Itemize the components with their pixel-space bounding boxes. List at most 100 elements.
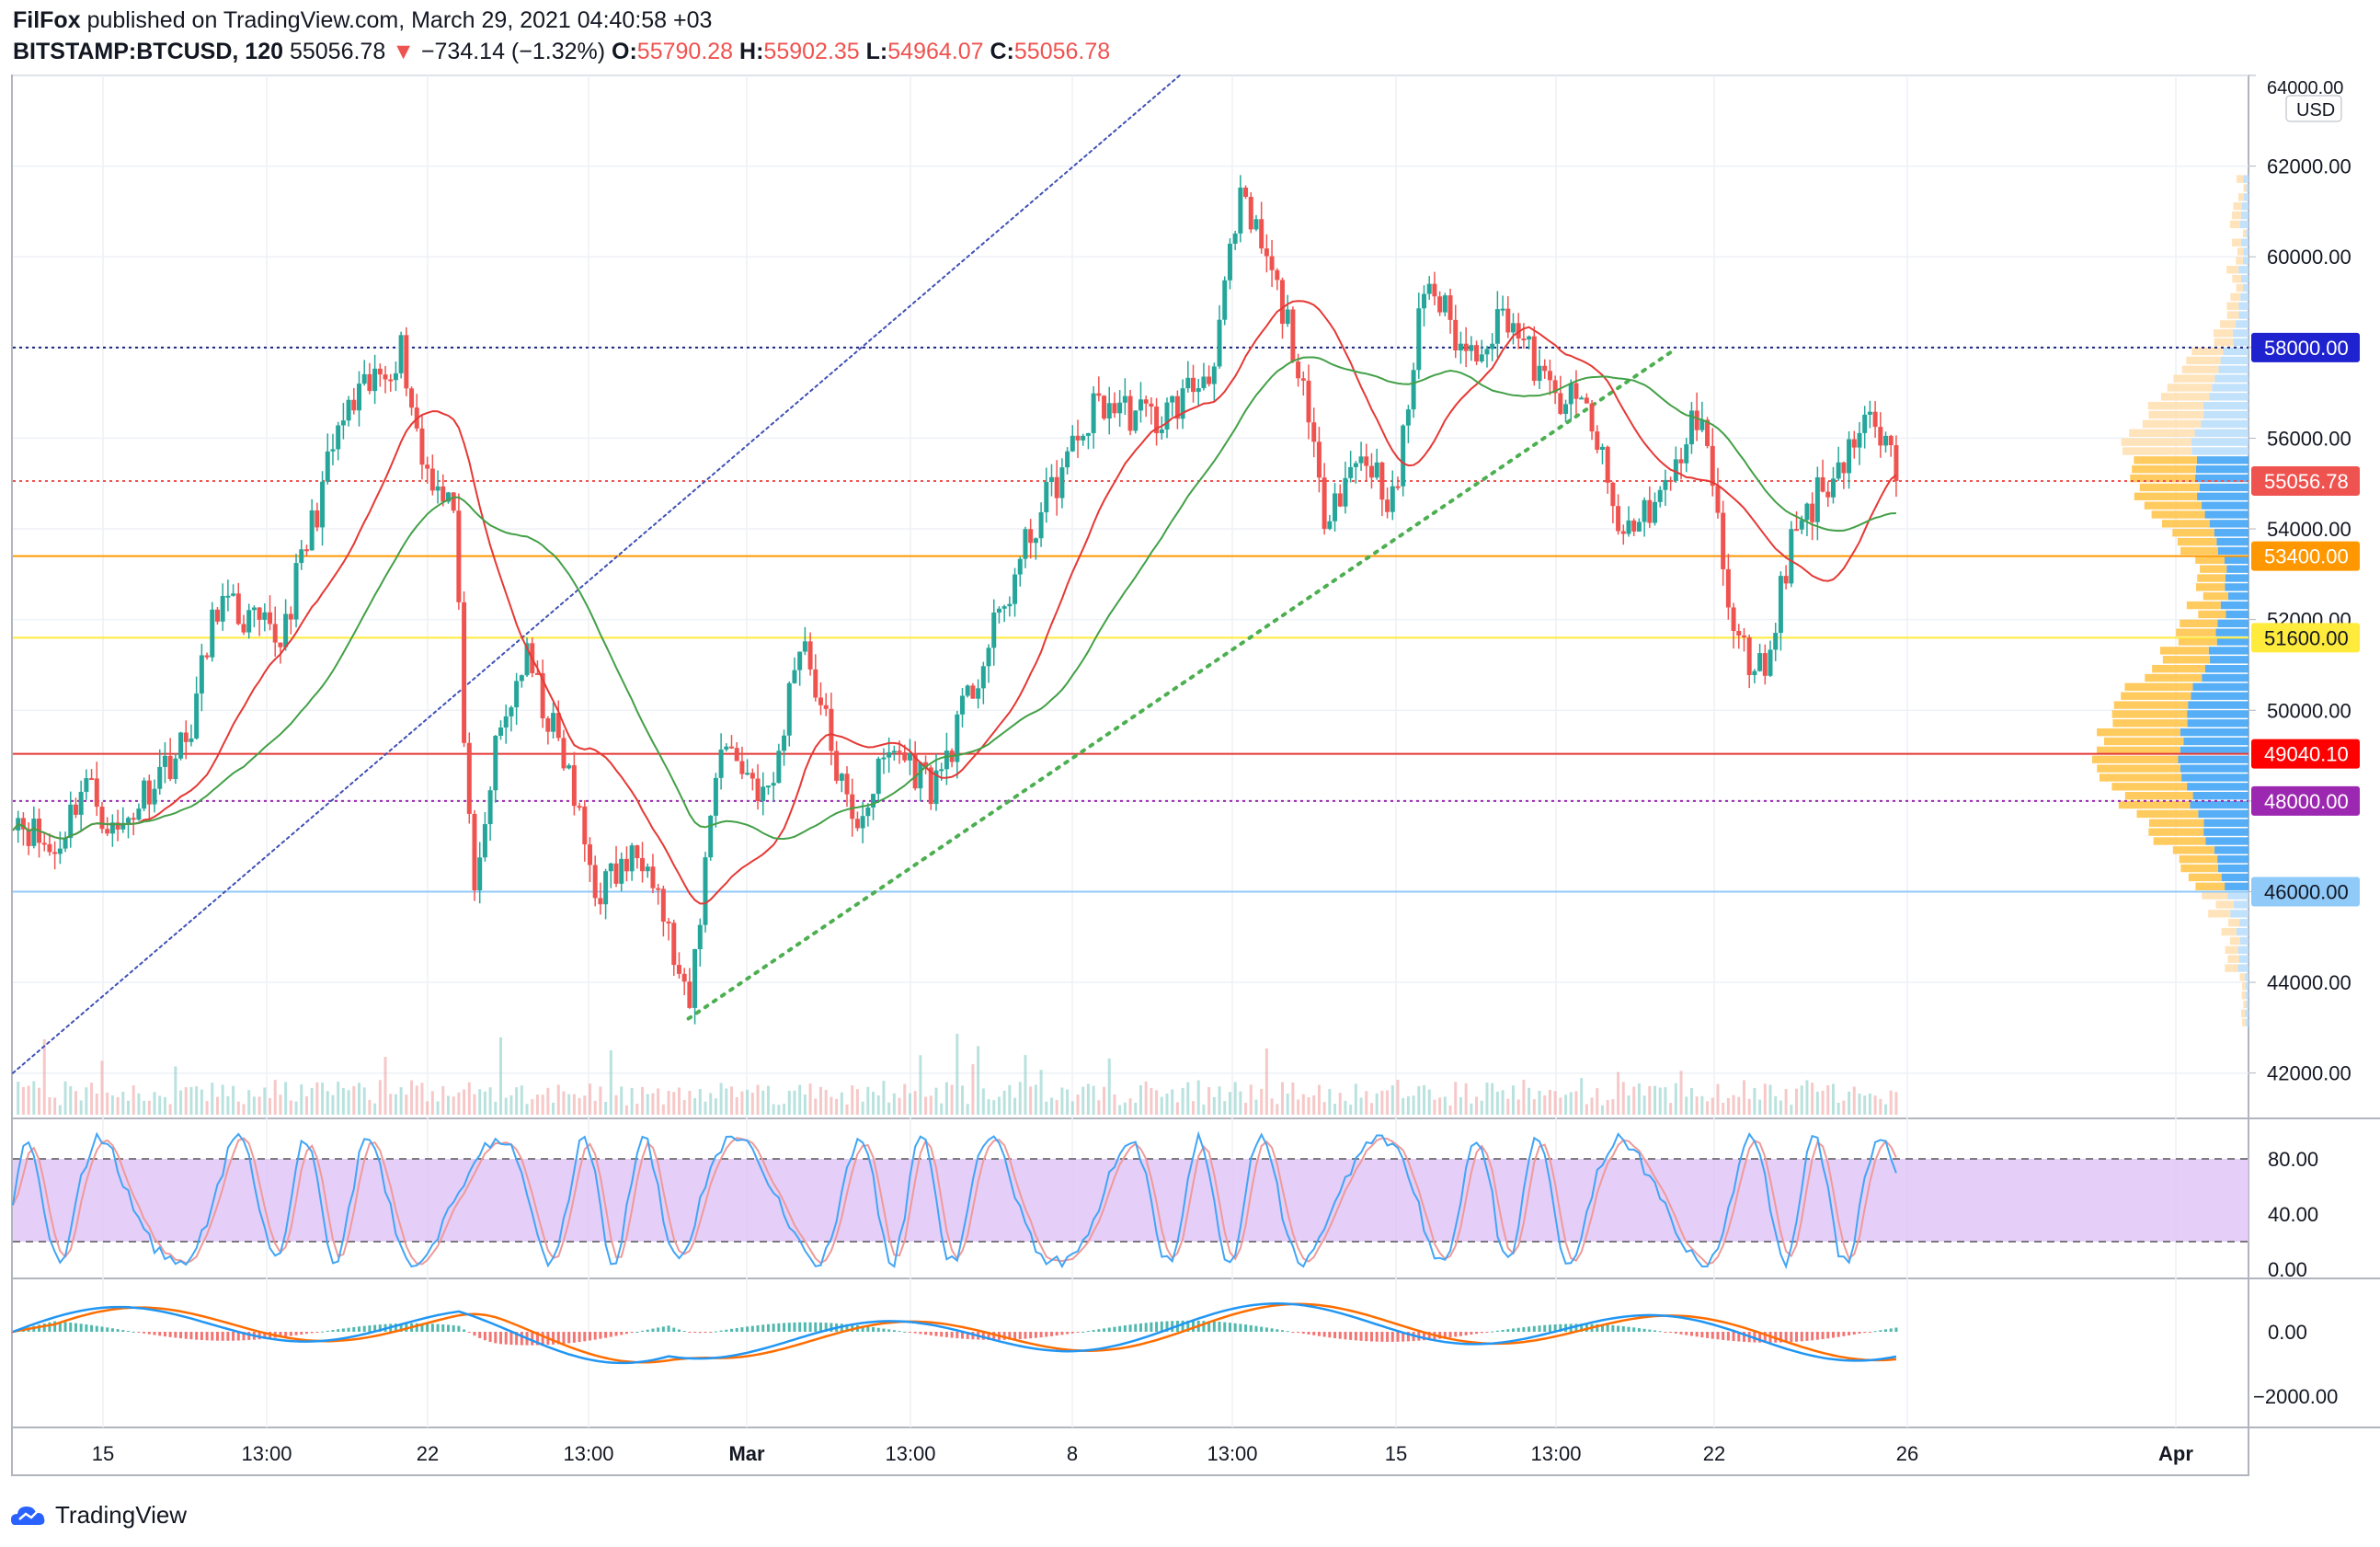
volume-profile-down-bar (2139, 483, 2200, 492)
candle-body (445, 492, 451, 502)
volume-profile-down-bar (2148, 819, 2204, 827)
price-change: −734.14 (−1.32%) (420, 39, 606, 64)
candle-body (1243, 187, 1249, 198)
time-axis[interactable]: 15 13:00 22 13:00 Mar 13:00 8 13:00 15 13:00 22 26 A… (92, 1442, 2194, 1465)
volume-profile-down-bar (2220, 320, 2237, 328)
macd-histogram-bar (1600, 1324, 1604, 1332)
time-tick-label: 13:00 (241, 1442, 292, 1465)
volume-bar (509, 1094, 513, 1115)
volume-profile-down-bar (2167, 384, 2213, 392)
macd-histogram-bar (1732, 1332, 1735, 1342)
volume-bar (609, 1049, 612, 1115)
candle-body (1484, 349, 1490, 355)
high-label: H: (739, 39, 764, 64)
macd-histogram-bar (698, 1332, 702, 1334)
volume-profile-up-bar (2195, 474, 2248, 483)
volume-bar (803, 1094, 807, 1115)
macd-histogram-bar (452, 1324, 455, 1332)
volume-bar (378, 1080, 382, 1115)
macd-histogram-bar (179, 1332, 183, 1339)
level-label-text: 53400.00 (2264, 545, 2349, 568)
candle-body (1127, 395, 1133, 431)
candle-body (524, 643, 530, 676)
volume-bar (441, 1086, 445, 1115)
candle-body (1290, 309, 1296, 362)
candle-body (1437, 296, 1443, 313)
volume-bar (1270, 1098, 1274, 1115)
volume-bar (242, 1104, 246, 1115)
candle-body (976, 688, 981, 699)
macd-histogram-bar (1464, 1332, 1468, 1335)
volume-bar (389, 1094, 393, 1115)
volume-profile-up-bar (2237, 945, 2248, 955)
volume-bar (1528, 1087, 1531, 1115)
volume-bar (1301, 1094, 1305, 1115)
price-tick-label: 60000.00 (2267, 246, 2351, 269)
macd-histogram-bar (1328, 1332, 1332, 1338)
volume-bar (504, 1097, 508, 1115)
candle-body (1028, 529, 1034, 544)
candle-body (278, 642, 283, 647)
volume-bar (1160, 1096, 1163, 1115)
time-tick-label: 13:00 (885, 1442, 935, 1465)
volume-bar (184, 1087, 188, 1115)
candle-body (477, 857, 483, 890)
volume-bar (143, 1100, 146, 1115)
volume-profile-down-bar (2172, 529, 2214, 537)
macd-histogram-bar (1264, 1327, 1268, 1332)
open-label: O: (612, 39, 637, 64)
volume-bar (1732, 1094, 1735, 1115)
volume-profile-up-bar (2191, 438, 2248, 446)
volume-profile-down-bar (2195, 583, 2226, 591)
volume-bar (347, 1090, 350, 1115)
volume-bar (1842, 1100, 1846, 1115)
volume-profile-up-bar (2208, 647, 2248, 655)
author-name[interactable]: FilFox (13, 7, 81, 33)
macd-histogram-bar (1045, 1332, 1048, 1337)
candle-body (640, 858, 646, 872)
candle-body (635, 845, 640, 859)
macd-histogram-bar (1580, 1324, 1584, 1332)
candle-body (435, 486, 441, 491)
candle-body (1333, 493, 1338, 521)
candle-body (142, 780, 147, 809)
candle-body (320, 481, 326, 528)
candle-body (619, 858, 624, 884)
trend-lines[interactable] (12, 74, 1674, 1074)
tradingview-logo[interactable]: TradingView (11, 1501, 187, 1530)
volume-bar (1758, 1099, 1762, 1115)
candle-body (1783, 576, 1789, 584)
volume-profile-down-bar (2096, 746, 2180, 755)
low-label: L: (865, 39, 888, 64)
symbol-label[interactable]: BITSTAMP:BTCUSD, 120 (13, 39, 284, 64)
candle-body (383, 374, 388, 380)
macd-histogram-bar (463, 1329, 466, 1332)
macd-histogram-bar (1081, 1331, 1085, 1333)
macd-histogram-bar (1528, 1326, 1531, 1332)
candle-body (613, 863, 619, 884)
volume-bar (69, 1085, 73, 1115)
macd-histogram-bar (1239, 1324, 1242, 1332)
volume-profile-down-bar (2226, 266, 2239, 274)
macd-histogram-bar (541, 1332, 544, 1346)
candle-body (1081, 435, 1086, 441)
macd-histogram-bar (1301, 1332, 1305, 1334)
macd-histogram-bar (777, 1323, 781, 1332)
volume-bar (420, 1083, 424, 1115)
volume-profile-up-bar (2217, 855, 2248, 864)
volume-bar (368, 1099, 372, 1115)
volume-bar (179, 1090, 183, 1115)
volume-bar (1716, 1083, 1720, 1115)
macd-histogram-bar (1648, 1329, 1652, 1332)
candle-body (1207, 376, 1212, 384)
candle-body (1688, 410, 1694, 445)
macd-histogram-bar (1894, 1327, 1898, 1332)
candle-body (404, 335, 409, 389)
macd-histogram-bar (971, 1332, 975, 1340)
candle-body (1552, 380, 1558, 394)
volume-bar (106, 1093, 109, 1115)
macd-histogram-bar (473, 1332, 476, 1336)
macd-histogram-bar (1501, 1329, 1505, 1332)
volume-bar (1511, 1085, 1515, 1115)
